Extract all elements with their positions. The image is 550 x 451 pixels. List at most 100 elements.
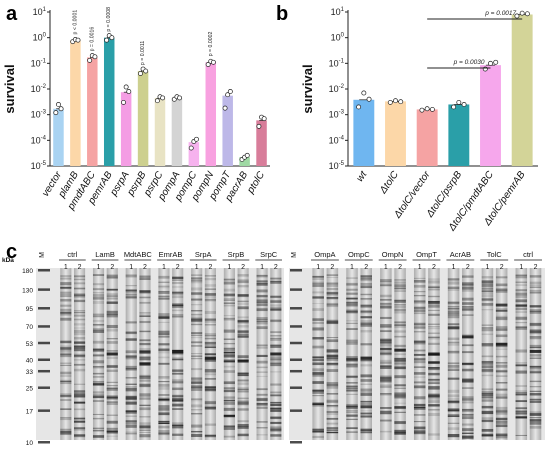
y-tick-label: 10-3 bbox=[31, 110, 47, 120]
p-value-label: p < 0.0001 bbox=[72, 10, 78, 35]
marker-band bbox=[38, 369, 50, 373]
y-tick-label: 10-2 bbox=[31, 84, 47, 94]
gel-lane-number: 1 bbox=[316, 264, 320, 271]
data-point bbox=[143, 68, 149, 74]
marker-label: 17 bbox=[26, 408, 34, 415]
data-point bbox=[225, 92, 231, 98]
marker-lane-label: M bbox=[39, 252, 46, 258]
x-tick-label: wt bbox=[355, 168, 370, 184]
panel-label-c: c bbox=[6, 241, 17, 263]
bar bbox=[103, 37, 115, 166]
data-point bbox=[126, 89, 132, 94]
data-point bbox=[461, 102, 467, 107]
gel-lane-shade bbox=[158, 268, 170, 440]
gel-group-label: LamB bbox=[95, 250, 115, 259]
data-point bbox=[121, 99, 126, 105]
gel-lane-shade bbox=[256, 268, 268, 440]
data-point bbox=[75, 37, 81, 43]
gel-lane-number: 1 bbox=[485, 264, 489, 271]
bar bbox=[87, 57, 98, 167]
gel-lane-number: 2 bbox=[143, 264, 147, 271]
marker-label: 95 bbox=[26, 306, 34, 313]
marker-band bbox=[290, 386, 302, 389]
gel-lane-shade bbox=[191, 268, 203, 440]
panel-label-a: a bbox=[6, 3, 18, 25]
marker-band bbox=[38, 269, 50, 272]
y-tick-label: 10-1 bbox=[329, 58, 345, 68]
marker-band bbox=[290, 269, 302, 272]
gel-group-label: SrpB bbox=[228, 250, 245, 259]
marker-band bbox=[38, 441, 50, 444]
data-point bbox=[488, 60, 493, 66]
gel-lane-shade bbox=[139, 268, 151, 440]
gel-lane-shade bbox=[92, 268, 105, 440]
gel-lane-number: 2 bbox=[241, 264, 245, 271]
gel-lane-shade bbox=[223, 268, 235, 440]
gel-group-label: OmpT bbox=[416, 250, 437, 259]
bar bbox=[385, 101, 406, 166]
gel-group-label: SrpC bbox=[260, 250, 278, 259]
gel-lane-shade bbox=[270, 268, 282, 440]
y-tick-label: 100 bbox=[33, 33, 47, 43]
comparison-label: p = 0.0030 bbox=[453, 59, 485, 66]
y-tick-label: 10-5 bbox=[329, 161, 345, 171]
data-point bbox=[366, 96, 372, 102]
gel-lane-shade bbox=[172, 268, 184, 440]
gel-lane-number: 2 bbox=[364, 264, 368, 271]
gel-group-label: TolC bbox=[487, 250, 503, 259]
gel-lane-number: 2 bbox=[110, 264, 114, 271]
y-tick-label: 10-5 bbox=[31, 161, 47, 171]
gel-group-label: ctrl bbox=[67, 250, 77, 259]
data-point bbox=[138, 71, 143, 76]
data-point bbox=[123, 84, 129, 90]
gel-lane-number: 2 bbox=[176, 264, 180, 271]
bar bbox=[70, 40, 81, 167]
gel-lane-number: 1 bbox=[97, 264, 101, 271]
marker-label: 40 bbox=[26, 358, 34, 365]
data-point bbox=[456, 99, 462, 105]
data-point bbox=[361, 90, 367, 96]
marker-label: 130 bbox=[22, 287, 33, 294]
gel-lane-number: 1 bbox=[129, 264, 133, 271]
gel-lane-number: 2 bbox=[274, 264, 278, 271]
marker-band bbox=[290, 409, 302, 412]
bar bbox=[205, 62, 217, 166]
gel-group-label: OmpN bbox=[382, 250, 404, 259]
data-point bbox=[92, 54, 98, 60]
gel-group-label: MdtABC bbox=[124, 250, 153, 259]
marker-band bbox=[290, 441, 302, 444]
bar bbox=[53, 108, 64, 166]
x-tick-label: ΔtolC bbox=[377, 169, 401, 197]
marker-label: 33 bbox=[26, 369, 34, 376]
gel-lane-shade bbox=[360, 268, 372, 440]
data-point bbox=[188, 145, 194, 151]
data-point bbox=[194, 136, 199, 142]
data-point bbox=[429, 106, 435, 112]
gel-lane-number: 1 bbox=[64, 264, 68, 271]
marker-band bbox=[290, 307, 302, 310]
gel-group-label: OmpC bbox=[348, 250, 370, 259]
data-point bbox=[398, 99, 404, 105]
kda-label: kDa bbox=[2, 257, 14, 264]
data-point bbox=[419, 107, 425, 113]
gel-lane-number: 2 bbox=[208, 264, 212, 271]
y-tick-label: 100 bbox=[331, 33, 345, 43]
gel-lane-number: 1 bbox=[350, 264, 354, 271]
bar bbox=[480, 65, 501, 166]
gel-lane-shade bbox=[413, 268, 426, 440]
bar bbox=[416, 109, 438, 166]
panel-a-chart: 10110010-110-210-310-410-5survivalvector… bbox=[2, 7, 270, 213]
data-point bbox=[356, 104, 362, 110]
y-tick-label: 10-4 bbox=[329, 135, 345, 145]
gel-lane-number: 2 bbox=[330, 264, 334, 271]
bar bbox=[154, 97, 166, 166]
gel-lane-shade bbox=[73, 268, 86, 440]
marker-band bbox=[290, 325, 302, 328]
data-point bbox=[210, 59, 216, 65]
gel-lane-number: 2 bbox=[398, 264, 402, 271]
marker-band bbox=[38, 409, 50, 412]
data-point bbox=[524, 11, 530, 17]
data-point bbox=[58, 106, 64, 112]
bar bbox=[353, 99, 375, 166]
